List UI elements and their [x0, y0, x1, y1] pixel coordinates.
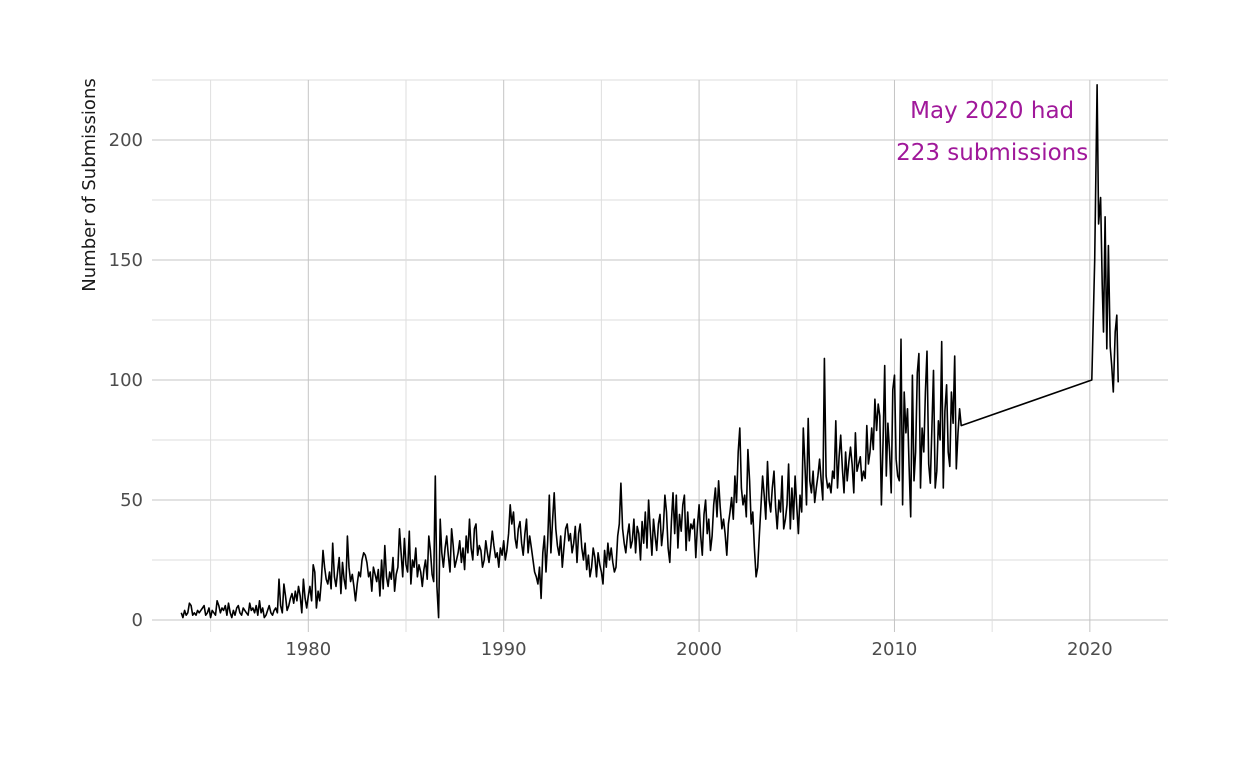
x-tick-label: 2010: [872, 639, 918, 660]
x-tick-label: 2000: [676, 639, 722, 660]
x-axis-ticks: 1980 1990 2000 2010 2020: [285, 639, 1112, 660]
annotation-line: 223 submissions: [896, 140, 1088, 166]
y-tick-label: 0: [132, 610, 143, 631]
peak-annotation: May 2020 had 223 submissions: [896, 98, 1088, 166]
y-tick-label: 100: [109, 370, 143, 391]
y-tick-label: 150: [109, 250, 143, 271]
y-tick-label: 200: [109, 130, 143, 151]
y-axis-ticks: 0 50 100 150 200: [109, 130, 143, 631]
annotation-line: May 2020 had: [910, 98, 1074, 124]
y-tick-label: 50: [120, 490, 143, 511]
y-axis-title: Number of Submissions: [79, 78, 100, 291]
x-tick-label: 2020: [1067, 639, 1113, 660]
x-tick-label: 1990: [481, 639, 527, 660]
x-tick-label: 1980: [285, 639, 331, 660]
grid: [152, 79, 1168, 632]
series-line: [180, 84, 1119, 619]
